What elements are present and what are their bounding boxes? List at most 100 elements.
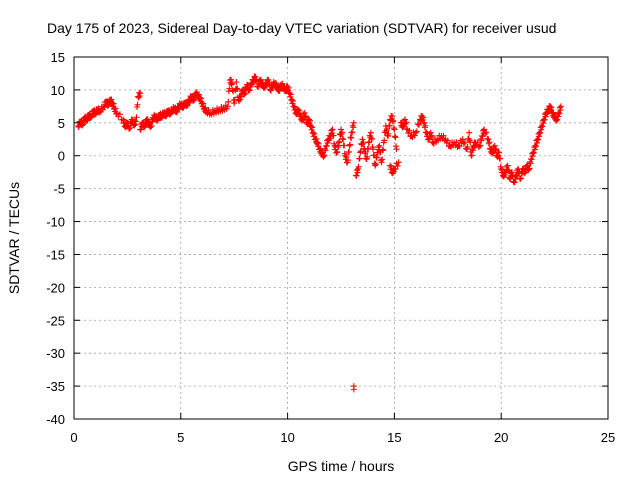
y-tick-label: -25 — [46, 313, 65, 328]
grid-lines — [74, 57, 608, 419]
x-tick-label: 20 — [494, 430, 508, 445]
y-tick-label: -40 — [46, 412, 65, 427]
data-point — [127, 124, 134, 131]
x-tick-label: 0 — [70, 430, 77, 445]
data-point — [357, 148, 364, 155]
data-point — [505, 167, 512, 174]
data-point — [344, 157, 351, 164]
data-point — [379, 156, 386, 163]
plot-area-frame — [73, 56, 609, 420]
data-point — [492, 145, 499, 152]
data-point — [372, 161, 379, 168]
data-point — [315, 140, 322, 147]
data-point — [113, 109, 120, 116]
data-point — [403, 119, 410, 126]
data-point — [134, 101, 141, 108]
data-point — [511, 179, 518, 186]
data-point — [415, 121, 422, 128]
data-point — [225, 98, 232, 105]
y-tick-label: -30 — [46, 346, 65, 361]
data-point — [477, 142, 484, 149]
data-point — [234, 85, 241, 92]
data-point — [366, 139, 373, 146]
data-point — [413, 128, 420, 135]
data-point — [287, 91, 294, 98]
y-tick-label: -10 — [46, 215, 65, 230]
data-point — [191, 97, 198, 104]
data-point — [323, 143, 330, 150]
data-point — [406, 127, 413, 134]
data-point — [336, 138, 343, 145]
data-point — [255, 83, 262, 90]
chart-title: Day 175 of 2023, Sidereal Day-to-day VTE… — [47, 20, 556, 36]
data-point — [394, 162, 401, 169]
data-point — [238, 93, 245, 100]
data-point — [309, 124, 316, 131]
data-point — [346, 148, 353, 155]
data-point — [504, 162, 511, 169]
data-point — [364, 153, 371, 160]
data-point — [440, 132, 447, 139]
x-tick-label: 15 — [387, 430, 401, 445]
data-point — [356, 155, 363, 162]
data-point — [347, 141, 354, 148]
data-point — [428, 132, 435, 139]
data-point — [296, 107, 303, 114]
data-point — [558, 103, 565, 110]
data-point — [556, 110, 563, 117]
data-point — [548, 104, 555, 111]
data-point — [321, 152, 328, 159]
data-point — [530, 149, 537, 156]
y-tick-label: -15 — [46, 247, 65, 262]
data-point — [343, 154, 350, 161]
data-point — [391, 126, 398, 133]
data-point — [348, 134, 355, 141]
data-point — [268, 87, 275, 94]
data-point — [453, 139, 460, 146]
data-point — [420, 114, 427, 121]
y-tick-label: 5 — [58, 116, 65, 131]
data-point — [496, 149, 503, 156]
data-point — [373, 154, 380, 161]
data-point — [385, 130, 392, 137]
data-point — [411, 132, 418, 139]
data-point — [395, 159, 402, 166]
data-point — [137, 126, 144, 133]
data-point — [330, 132, 337, 139]
data-point — [381, 137, 388, 144]
data-point — [339, 129, 346, 136]
data-point — [362, 149, 369, 156]
data-point — [110, 100, 117, 107]
data-point — [497, 155, 504, 162]
data-point — [302, 112, 309, 119]
data-point — [349, 129, 356, 136]
data-point — [461, 139, 468, 146]
x-tick-label: 10 — [280, 430, 294, 445]
data-point — [246, 87, 253, 94]
data-point — [329, 126, 336, 133]
data-points — [75, 73, 565, 393]
data-point — [535, 136, 542, 143]
data-point — [285, 84, 292, 91]
data-point — [389, 113, 396, 120]
data-point — [340, 136, 347, 143]
data-point — [526, 165, 533, 172]
data-point — [541, 116, 548, 123]
x-tick-label: 5 — [177, 430, 184, 445]
data-point — [370, 146, 377, 153]
data-point — [466, 129, 473, 136]
y-tick-label: 10 — [51, 83, 65, 98]
data-point — [116, 111, 123, 118]
data-point — [539, 123, 546, 130]
data-point — [483, 129, 490, 136]
data-point — [522, 169, 529, 176]
data-point — [355, 163, 362, 170]
data-point — [148, 122, 155, 129]
y-tick-label: -5 — [53, 182, 65, 197]
data-point — [392, 166, 399, 173]
data-point — [376, 142, 383, 149]
y-axis-label: SDTVAR / TECUs — [6, 182, 22, 294]
data-point — [137, 90, 144, 97]
data-point — [200, 100, 207, 107]
data-point — [537, 130, 544, 137]
